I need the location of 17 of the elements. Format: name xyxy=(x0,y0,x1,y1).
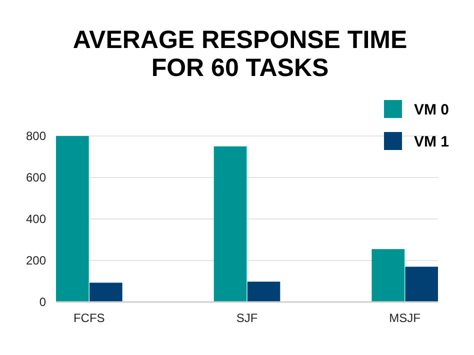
chart-title: AVERAGE RESPONSE TIME FOR 60 TASKS xyxy=(72,26,408,82)
bar xyxy=(89,282,122,302)
x-tick-label: SJF xyxy=(236,311,258,325)
bar xyxy=(405,266,438,302)
y-tick-label: 200 xyxy=(26,254,46,268)
x-tick-label: MSJF xyxy=(389,311,421,325)
legend-label: VM 0 xyxy=(414,101,450,118)
x-tick-label: FCFS xyxy=(73,311,105,325)
bar xyxy=(247,282,280,302)
bar xyxy=(214,146,247,302)
y-tick-label: 600 xyxy=(26,170,46,185)
y-tick-label: 800 xyxy=(26,129,46,144)
bar xyxy=(372,249,405,302)
bar xyxy=(56,136,89,302)
y-tick-label: 400 xyxy=(26,212,46,226)
y-tick-label: 0 xyxy=(39,295,46,310)
legend-label: VM 1 xyxy=(414,133,450,150)
